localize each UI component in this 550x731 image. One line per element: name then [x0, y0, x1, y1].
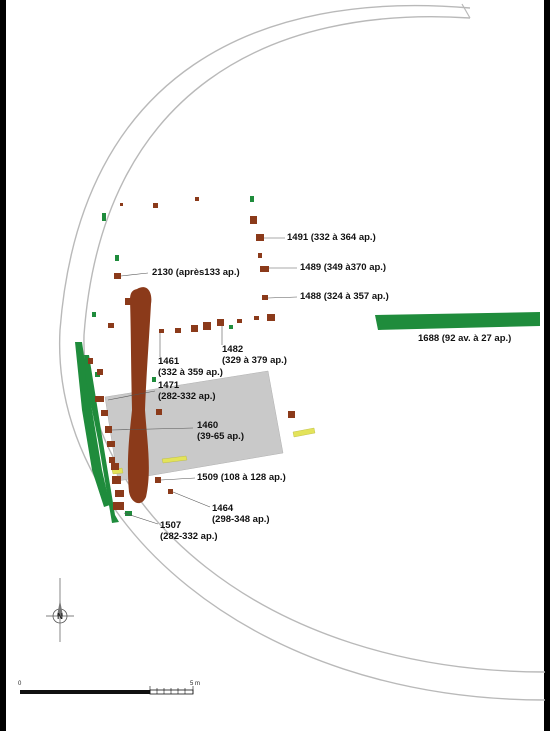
- label-1460: 1460 (39-65 ap.): [197, 420, 244, 442]
- enclosure-ditch: [59, 3, 546, 701]
- label-1507-id: 1507: [160, 520, 182, 531]
- label-2130: 2130 (après133 ap.): [152, 267, 240, 278]
- label-1507: 1507 (282-332 ap.): [160, 520, 218, 542]
- label-1471: 1471 (282-332 ap.): [158, 380, 216, 402]
- label-1471-id: 1471: [158, 380, 180, 391]
- green-post: [92, 312, 96, 317]
- scale-start-label: 0: [18, 681, 22, 687]
- feature-1688: [375, 312, 540, 330]
- green-post: [250, 196, 254, 202]
- label-1688: 1688 (92 av. à 27 ap.): [418, 333, 512, 344]
- palisade-west-outer: [84, 355, 119, 523]
- label-1460-id: 1460: [197, 420, 219, 431]
- postholes: [88, 197, 295, 510]
- yellow-post: [292, 427, 316, 438]
- label-1482: 1482 (329 à 379 ap.): [222, 344, 287, 366]
- green-post: [152, 377, 156, 382]
- north-arrow-icon: N: [46, 578, 74, 642]
- label-1471-date: (282-332 ap.): [158, 390, 216, 402]
- green-post: [125, 511, 132, 516]
- scale-end-label: 5 m: [190, 681, 200, 687]
- leader-lines: [107, 237, 298, 525]
- label-1464-date: (298-348 ap.): [212, 513, 270, 525]
- label-1461-date: (332 à 359 ap.): [158, 366, 223, 378]
- yellow-post: [161, 455, 188, 464]
- palisade-west: [75, 342, 110, 507]
- north-letter: N: [57, 612, 63, 621]
- green-post: [115, 255, 119, 261]
- label-1507-date: (282-332 ap.): [160, 530, 218, 542]
- label-1489: 1489 (349 à370 ap.): [300, 262, 387, 273]
- label-1482-date: (329 à 379 ap.): [222, 354, 287, 366]
- label-1464: 1464 (298-348 ap.): [212, 503, 270, 525]
- label-1461: 1461 (332 à 359 ap.): [158, 356, 223, 378]
- label-1482-id: 1482: [222, 344, 244, 355]
- scale-bar: 0 5 m: [18, 681, 200, 695]
- label-1461-id: 1461: [158, 356, 180, 367]
- yellow-features: [111, 427, 316, 475]
- label-1509: 1509 (108 à 128 ap.): [197, 472, 286, 483]
- left-border: [0, 0, 6, 731]
- label-1460-date: (39-65 ap.): [197, 430, 244, 442]
- green-post: [229, 325, 233, 329]
- right-border: [544, 0, 550, 731]
- feature-1460: [127, 287, 152, 504]
- label-1491: 1491 (332 à 364 ap.): [287, 232, 376, 243]
- green-post: [102, 213, 106, 221]
- label-1488: 1488 (324 à 357 ap.): [300, 291, 389, 302]
- label-1464-id: 1464: [212, 503, 234, 514]
- excavation-zone: [104, 370, 284, 482]
